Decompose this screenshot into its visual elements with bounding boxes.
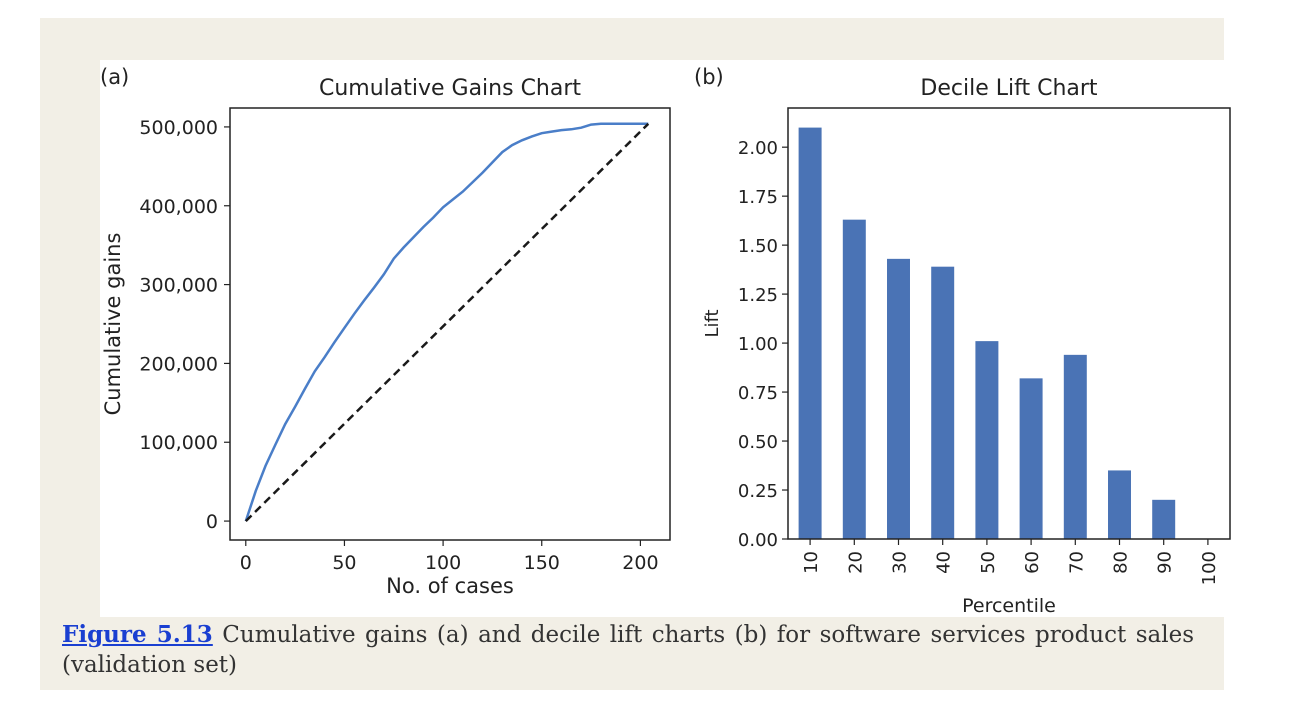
y-tick-label-b: 0.25 (738, 481, 778, 502)
chart-title-a: Cumulative Gains Chart (319, 76, 581, 101)
x-tick-label-b: 40 (934, 551, 955, 574)
x-tick-label-a: 150 (524, 552, 560, 574)
lift-bar-90 (1152, 499, 1176, 539)
y-tick-label-a: 100,000 (139, 432, 218, 454)
plot-frame-a (229, 107, 671, 541)
y-tick-label-b: 0.50 (738, 432, 778, 453)
plot-frame-b (787, 107, 1231, 540)
lift-bar-40 (931, 266, 955, 539)
x-tick-label-a: 0 (240, 552, 252, 574)
x-tick-label-b: 50 (978, 551, 999, 574)
lift-bar-70 (1063, 354, 1087, 539)
x-tick-label-b: 30 (890, 551, 911, 574)
y-axis-label-a: Cumulative gains (101, 233, 125, 416)
y-tick-label-b: 2.00 (738, 138, 778, 159)
panel-label-b: (b) (694, 65, 724, 89)
lift-bar-10 (798, 127, 822, 539)
gains-curve (244, 122, 649, 522)
charts-svg: (a) Cumulative Gains Chart 0 50 100 150 200 0 10… (100, 65, 1231, 617)
x-axis-label-a: No. of cases (386, 574, 514, 598)
figure-image: (a) Cumulative Gains Chart 0 50 100 150 200 0 10… (100, 60, 1234, 617)
figure-link[interactable]: Figure 5.13 (62, 621, 213, 648)
x-tick-label-b: 10 (801, 551, 822, 574)
x-tick-label-a: 200 (622, 552, 658, 574)
y-tick-label-b: 1.00 (738, 334, 778, 355)
y-tick-label-b: 1.25 (738, 285, 778, 306)
lift-bar-80 (1108, 470, 1131, 539)
lift-bar-20 (842, 219, 866, 539)
caption-text: Cumulative gains (a) and decile lift cha… (62, 622, 1194, 678)
y-tick-label-b: 0.75 (738, 383, 778, 404)
lift-bar-30 (887, 258, 910, 539)
lift-bar-50 (975, 341, 999, 539)
y-tick-label-a: 500,000 (139, 117, 218, 139)
y-tick-label-b: 1.75 (738, 187, 778, 208)
chart-title-b: Decile Lift Chart (920, 76, 1098, 101)
content-panel: (a) Cumulative Gains Chart 0 50 100 150 200 0 10… (40, 18, 1234, 690)
x-tick-label-a: 100 (425, 552, 461, 574)
y-tick-label-a: 0 (206, 511, 218, 533)
x-tick-label-b: 80 (1111, 551, 1132, 574)
x-axis-label-b: Percentile (962, 595, 1056, 617)
y-axis-label-b: Lift (702, 309, 723, 337)
x-tick-label-b: 20 (845, 551, 866, 574)
figure-caption: Figure 5.13 Cumulative gains (a) and dec… (62, 620, 1194, 680)
panel-label-a: (a) (100, 65, 129, 89)
x-tick-label-b: 90 (1155, 551, 1176, 574)
x-tick-label-b: 100 (1199, 551, 1220, 585)
y-tick-label-b: 1.50 (738, 236, 778, 257)
baseline-line (244, 122, 650, 522)
y-tick-label-a: 400,000 (139, 196, 218, 218)
y-tick-label-b: 0.00 (738, 530, 778, 551)
x-tick-label-a: 50 (332, 552, 356, 574)
lift-bar-60 (1019, 378, 1043, 539)
y-tick-label-a: 300,000 (139, 275, 218, 297)
x-tick-label-b: 70 (1066, 551, 1087, 574)
x-tick-label-b: 60 (1022, 551, 1043, 574)
y-tick-label-a: 200,000 (139, 353, 218, 375)
